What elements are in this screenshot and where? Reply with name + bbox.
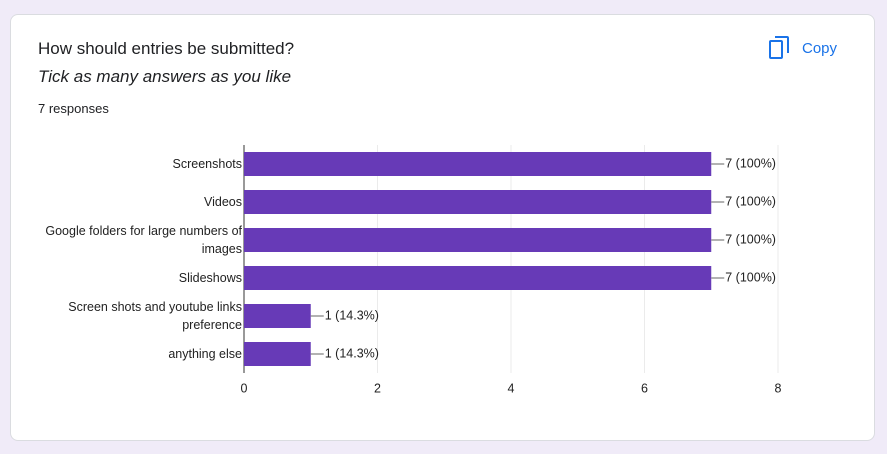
- x-tick-label: 2: [374, 381, 381, 395]
- bar: [244, 228, 712, 252]
- y-tick-label: Google folders for large numbers of imag…: [45, 224, 242, 256]
- value-label: 7 (100%): [725, 232, 776, 246]
- bar: [244, 304, 311, 328]
- bar: [244, 266, 712, 290]
- question-title: How should entries be submitted?: [38, 39, 295, 58]
- y-tick-label: Screen shots and youtube links preferenc…: [68, 300, 242, 332]
- x-tick-label: 6: [641, 381, 648, 395]
- response-count: 7 responses: [38, 101, 109, 116]
- copy-button[interactable]: Copy: [768, 34, 837, 62]
- y-tick-label: Videos: [204, 195, 242, 209]
- y-tick-label: Screenshots: [172, 157, 242, 171]
- x-tick-label: 0: [241, 381, 248, 395]
- bar: [244, 152, 712, 176]
- x-tick-label: 8: [775, 381, 782, 395]
- value-label: 1 (14.3%): [325, 346, 379, 360]
- x-tick-label: 4: [508, 381, 515, 395]
- copy-icon: [769, 36, 789, 59]
- question-description: Tick as many answers as you like: [38, 67, 292, 86]
- card: [10, 14, 875, 441]
- value-label: 1 (14.3%): [325, 308, 379, 322]
- value-label: 7 (100%): [725, 270, 776, 284]
- copy-label[interactable]: Copy: [802, 39, 838, 57]
- bar: [244, 190, 712, 214]
- value-label: 7 (100%): [725, 194, 776, 208]
- bar: [244, 342, 311, 366]
- value-label: 7 (100%): [725, 156, 776, 170]
- y-tick-label: Slideshows: [178, 271, 242, 285]
- y-tick-label: anything else: [168, 347, 242, 361]
